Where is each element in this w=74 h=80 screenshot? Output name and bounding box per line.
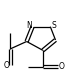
Text: N: N [26,21,32,30]
Text: O: O [4,61,10,70]
Text: O: O [58,62,64,71]
Text: S: S [52,21,56,30]
